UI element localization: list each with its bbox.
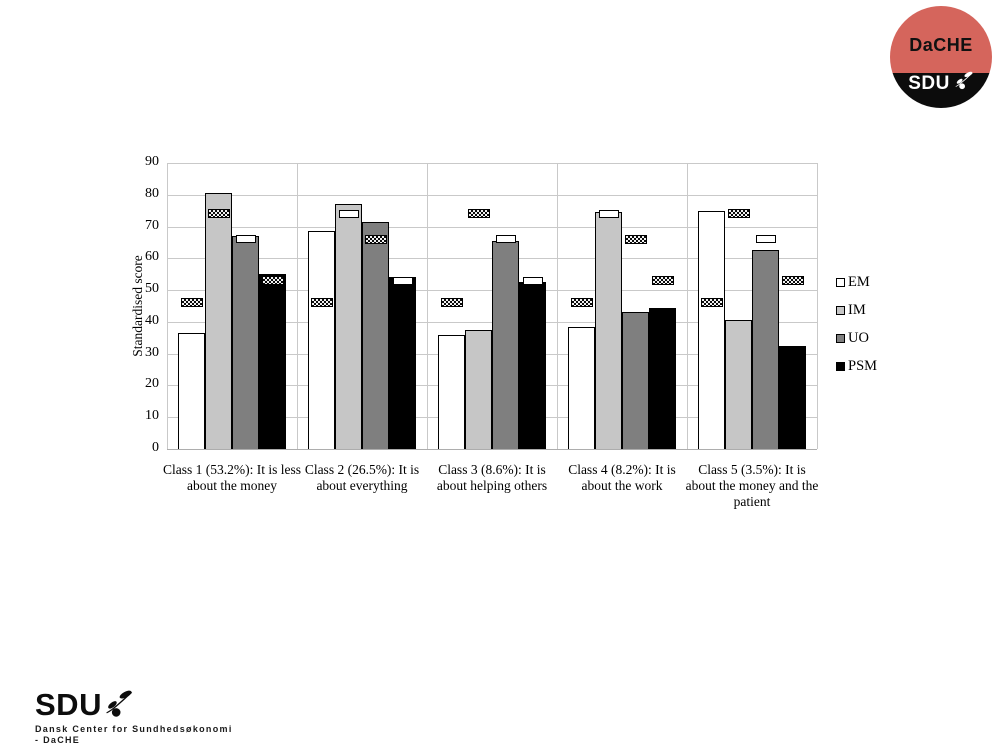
- bar-IM-class3: [465, 329, 492, 449]
- category-separator: [427, 163, 428, 449]
- category-separator: [557, 163, 558, 449]
- dache-sdu-badge: DaCHE SDU: [890, 6, 992, 108]
- legend-swatch-EM: [836, 278, 845, 287]
- legend-item-UO: UO: [836, 330, 877, 347]
- bar-EM-class3: [438, 334, 465, 449]
- category-label-class2: Class 2 (26.5%): It is about everything: [304, 462, 420, 493]
- legend-swatch-PSM: [836, 362, 845, 371]
- category-separator: [167, 163, 168, 449]
- category-separator: [297, 163, 298, 449]
- category-label-class5: Class 5 (3.5%): It is about the money an…: [685, 462, 819, 509]
- bar-PSM-class1: [259, 274, 286, 449]
- legend-item-IM: IM: [836, 302, 877, 319]
- bar-EM-class5: [698, 210, 725, 449]
- sdu-wordmark: SDU: [35, 687, 102, 722]
- chart-legend: EM IM UO PSM: [836, 274, 877, 386]
- mean-marker-EM-class1: [180, 298, 203, 308]
- mean-marker-PSM-class4: [651, 276, 674, 286]
- sdu-brand-row: SDU: [35, 687, 233, 722]
- y-tick-label: 30: [145, 344, 159, 360]
- bar-IM-class1: [205, 193, 232, 449]
- bar-UO-class4: [622, 312, 649, 449]
- footer-dept-line2: - DaCHE: [35, 735, 81, 745]
- legend-label-UO: UO: [848, 330, 869, 346]
- y-tick-label: 50: [145, 281, 159, 297]
- y-tick-label: 10: [145, 408, 159, 424]
- olive-branch-icon: [106, 690, 133, 717]
- olive-branch-icon: [955, 72, 973, 90]
- mean-marker-EM-class4: [570, 298, 593, 308]
- bar-PSM-class4: [649, 307, 676, 449]
- category-label-class3: Class 3 (8.6%): It is about helping othe…: [436, 462, 548, 493]
- category-separator: [687, 163, 688, 449]
- mean-marker-PSM-class5: [781, 276, 804, 286]
- mean-marker-IM-class4: [598, 209, 619, 218]
- bar-UO-class5: [752, 250, 779, 449]
- legend-swatch-UO: [836, 334, 845, 343]
- y-axis-title: Standardised score: [130, 255, 145, 357]
- legend-label-PSM: PSM: [848, 358, 878, 374]
- gridline-y80: [167, 194, 817, 196]
- badge-sdu-label: SDU: [908, 73, 950, 95]
- mean-marker-IM-class2: [338, 209, 359, 218]
- bar-PSM-class5: [779, 345, 806, 449]
- bar-IM-class5: [725, 320, 752, 449]
- legend-label-EM: EM: [848, 274, 870, 290]
- legend-item-EM: EM: [836, 274, 877, 291]
- bar-PSM-class3: [519, 282, 546, 449]
- y-tick-label: 80: [145, 185, 159, 201]
- category-separator: [817, 163, 818, 449]
- footer-dept-line1: Dansk Center for Sundhedsøkonomi: [35, 724, 233, 734]
- bar-IM-class2: [335, 204, 362, 449]
- y-tick-label: 40: [145, 312, 159, 328]
- badge-black-half: SDU: [890, 72, 992, 108]
- mean-marker-EM-class3: [440, 298, 463, 308]
- bar-UO-class1: [232, 236, 259, 449]
- mean-marker-PSM-class1: [261, 276, 284, 286]
- y-tick-label: 90: [145, 154, 159, 169]
- x-axis-line: [167, 449, 817, 450]
- gridline-y70: [167, 226, 817, 228]
- mean-marker-EM-class5: [700, 298, 723, 308]
- sdu-footer-logo: SDU Dansk Center for Sundhedsøkonomi - D…: [35, 687, 233, 746]
- bar-IM-class4: [595, 212, 622, 449]
- y-tick-label: 20: [145, 376, 159, 392]
- y-tick-label: 70: [145, 217, 159, 233]
- legend-swatch-IM: [836, 306, 845, 315]
- category-label-class4: Class 4 (8.2%): It is about the work: [568, 462, 676, 493]
- bar-UO-class3: [492, 240, 519, 449]
- y-tick-label: 0: [152, 440, 159, 455]
- mean-marker-IM-class3: [467, 209, 490, 219]
- bar-PSM-class2: [389, 277, 416, 449]
- mean-marker-EM-class2: [310, 298, 333, 308]
- bar-EM-class4: [568, 326, 595, 449]
- mean-marker-IM-class1: [207, 209, 230, 219]
- plot-area: [167, 163, 818, 450]
- mean-marker-UO-class5: [755, 235, 776, 244]
- bar-UO-class2: [362, 221, 389, 449]
- mean-marker-UO-class3: [495, 235, 516, 244]
- legend-item-PSM: PSM: [836, 358, 877, 375]
- grouped-bar-chart: Standardised score 0 10 20 30 40 50 60 70 80 90 C…: [130, 154, 877, 509]
- mean-marker-UO-class1: [235, 235, 256, 244]
- mean-marker-UO-class4: [624, 234, 647, 244]
- bar-EM-class2: [308, 231, 335, 449]
- y-tick-label: 60: [145, 249, 159, 265]
- legend-label-IM: IM: [848, 302, 866, 318]
- category-label-class1: Class 1 (53.2%): It is less about the mo…: [163, 462, 301, 493]
- mean-marker-IM-class5: [727, 209, 750, 219]
- badge-dache-label: DaCHE: [909, 35, 973, 56]
- mean-marker-UO-class2: [364, 234, 387, 244]
- bar-EM-class1: [178, 333, 205, 449]
- mean-marker-PSM-class2: [392, 276, 413, 285]
- mean-marker-PSM-class3: [522, 276, 543, 285]
- badge-red-half: DaCHE: [890, 6, 992, 74]
- gridline-y90: [167, 163, 817, 164]
